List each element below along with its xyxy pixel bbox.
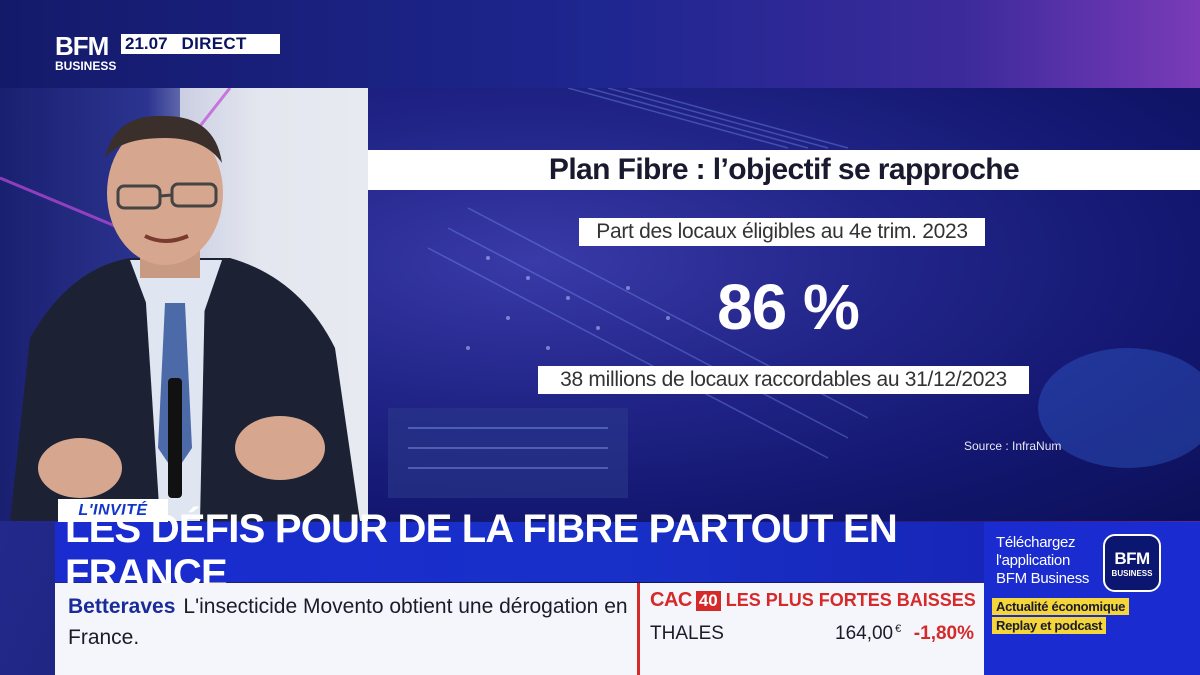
promo-line-1: Téléchargez [996,534,1076,551]
ticker-headline: L'insecticide Movento obtient une déroga… [68,595,628,649]
segment-tag: L'INVITÉ [58,499,168,523]
total-label: 38 millions de locaux raccordables au 31… [538,366,1029,394]
channel-logo: BFM BUSINESS [55,33,116,72]
app-promo: Téléchargez l'application BFM Business B… [984,522,1200,675]
broadcast-time: 21.07 [125,34,168,53]
app-logo-bottom: BUSINESS [1111,569,1153,578]
ticker-category: Betteraves [68,595,176,618]
promo-line-2: l'application [996,552,1071,569]
card-title: Plan Fibre : l’objectif se rapproche [368,150,1200,190]
promo-pill-replay: Replay et podcast [992,617,1107,634]
fiber-optic-background [388,88,1200,498]
market-subtitle: LES PLUS FORTES BAISSES [725,590,976,610]
clock-strip: 21.07 DIRECT [121,34,280,54]
stock-price-value: 164,00 [835,623,894,644]
news-ticker: Betteraves L'insecticide Movento obtient … [55,583,637,675]
index-name: CAC [650,589,692,611]
app-logo-top: BFM [1114,549,1150,568]
headline: LES DÉFIS POUR DE LA FIBRE PARTOUT EN FR… [55,507,984,596]
promo-line-3: BFM Business [996,570,1090,587]
share-label: Part des locaux éligibles au 4e trim. 20… [579,218,985,246]
top-bar: BFM BUSINESS 21.07 DIRECT [0,0,1200,88]
share-value: 86 % [717,271,860,343]
market-row: THALES 164,00 € -1,80% [650,623,978,647]
promo-pill-news: Actualité économique [992,598,1130,615]
market-panel: CAC 40 LES PLUS FORTES BAISSES THALES 16… [640,583,984,675]
app-logo-icon: BFM BUSINESS [1103,534,1161,592]
ticker-divider [637,583,640,675]
source-note: Source : InfraNum [964,439,1062,453]
market-header: CAC 40 LES PLUS FORTES BAISSES [650,589,976,612]
stock-price: 164,00 € [835,623,901,645]
promo-text: Téléchargez l'application BFM Business [996,534,1106,588]
live-label: DIRECT [181,34,247,53]
logo-business: BUSINESS [55,59,117,73]
guest-figure [0,88,368,521]
stock-name: THALES [650,623,724,644]
stock-change: -1,80% [913,623,974,644]
stock-currency: € [895,623,902,635]
logo-bfm: BFM [55,31,109,61]
ticker-text: Betteraves L'insecticide Movento obtient … [68,591,628,653]
infographic-card: Plan Fibre : l’objectif se rapproche Par… [368,88,1200,521]
guest-camera-feed [0,88,368,521]
index-number: 40 [695,590,721,611]
